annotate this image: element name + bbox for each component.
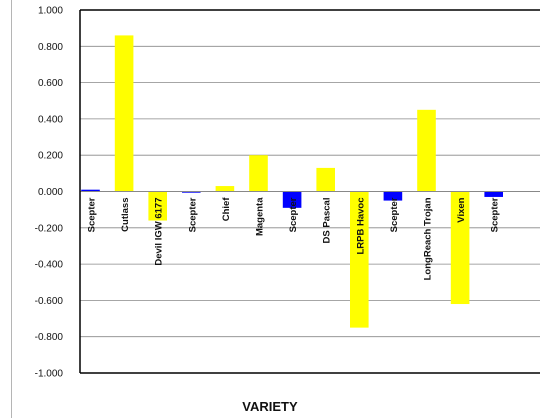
x-axis-title: VARIETY bbox=[242, 399, 298, 414]
y-tick-label: 0.600 bbox=[38, 78, 63, 89]
bar bbox=[249, 155, 268, 192]
panel-border bbox=[11, 0, 12, 418]
bar bbox=[417, 109, 436, 192]
bar bbox=[114, 35, 134, 192]
bar bbox=[350, 191, 369, 328]
bar bbox=[450, 191, 470, 305]
category-label: LRPB Havoc bbox=[355, 198, 366, 255]
bar bbox=[282, 191, 302, 208]
bar bbox=[484, 191, 503, 197]
y-tick-label: -0.600 bbox=[35, 296, 64, 307]
y-tick-label: 0.800 bbox=[38, 42, 63, 53]
y-tick-label: -1.000 bbox=[35, 369, 64, 380]
category-label: Chief bbox=[221, 197, 232, 222]
bar bbox=[148, 191, 167, 221]
category-label: DS Pascal bbox=[322, 198, 333, 244]
y-tick-label: -0.800 bbox=[35, 332, 64, 343]
category-label: Scepter bbox=[187, 197, 198, 232]
bar bbox=[182, 191, 201, 193]
category-label: Vixen bbox=[456, 197, 467, 222]
bar bbox=[383, 191, 403, 201]
category-label: Cutlass bbox=[120, 198, 131, 232]
category-label: Scepter bbox=[389, 197, 400, 232]
category-label: Scepter bbox=[288, 197, 299, 232]
category-label: Magenta bbox=[255, 197, 266, 236]
category-label: Scepter bbox=[87, 197, 98, 232]
y-tick-label: 0.200 bbox=[38, 151, 63, 162]
y-tick-label: -0.400 bbox=[35, 260, 64, 271]
y-tick-label: -0.200 bbox=[35, 223, 64, 234]
category-label: Scepter bbox=[490, 197, 501, 232]
bar bbox=[316, 167, 335, 192]
category-label: Devil IGW 6177 bbox=[154, 198, 165, 266]
y-tick-label: 1.000 bbox=[38, 6, 63, 17]
y-tick-label: 0.400 bbox=[38, 114, 63, 125]
category-label: LongReach Trojan bbox=[423, 197, 434, 280]
y-tick-label: 0.000 bbox=[38, 187, 63, 198]
bar bbox=[81, 189, 100, 192]
bar bbox=[215, 186, 235, 192]
